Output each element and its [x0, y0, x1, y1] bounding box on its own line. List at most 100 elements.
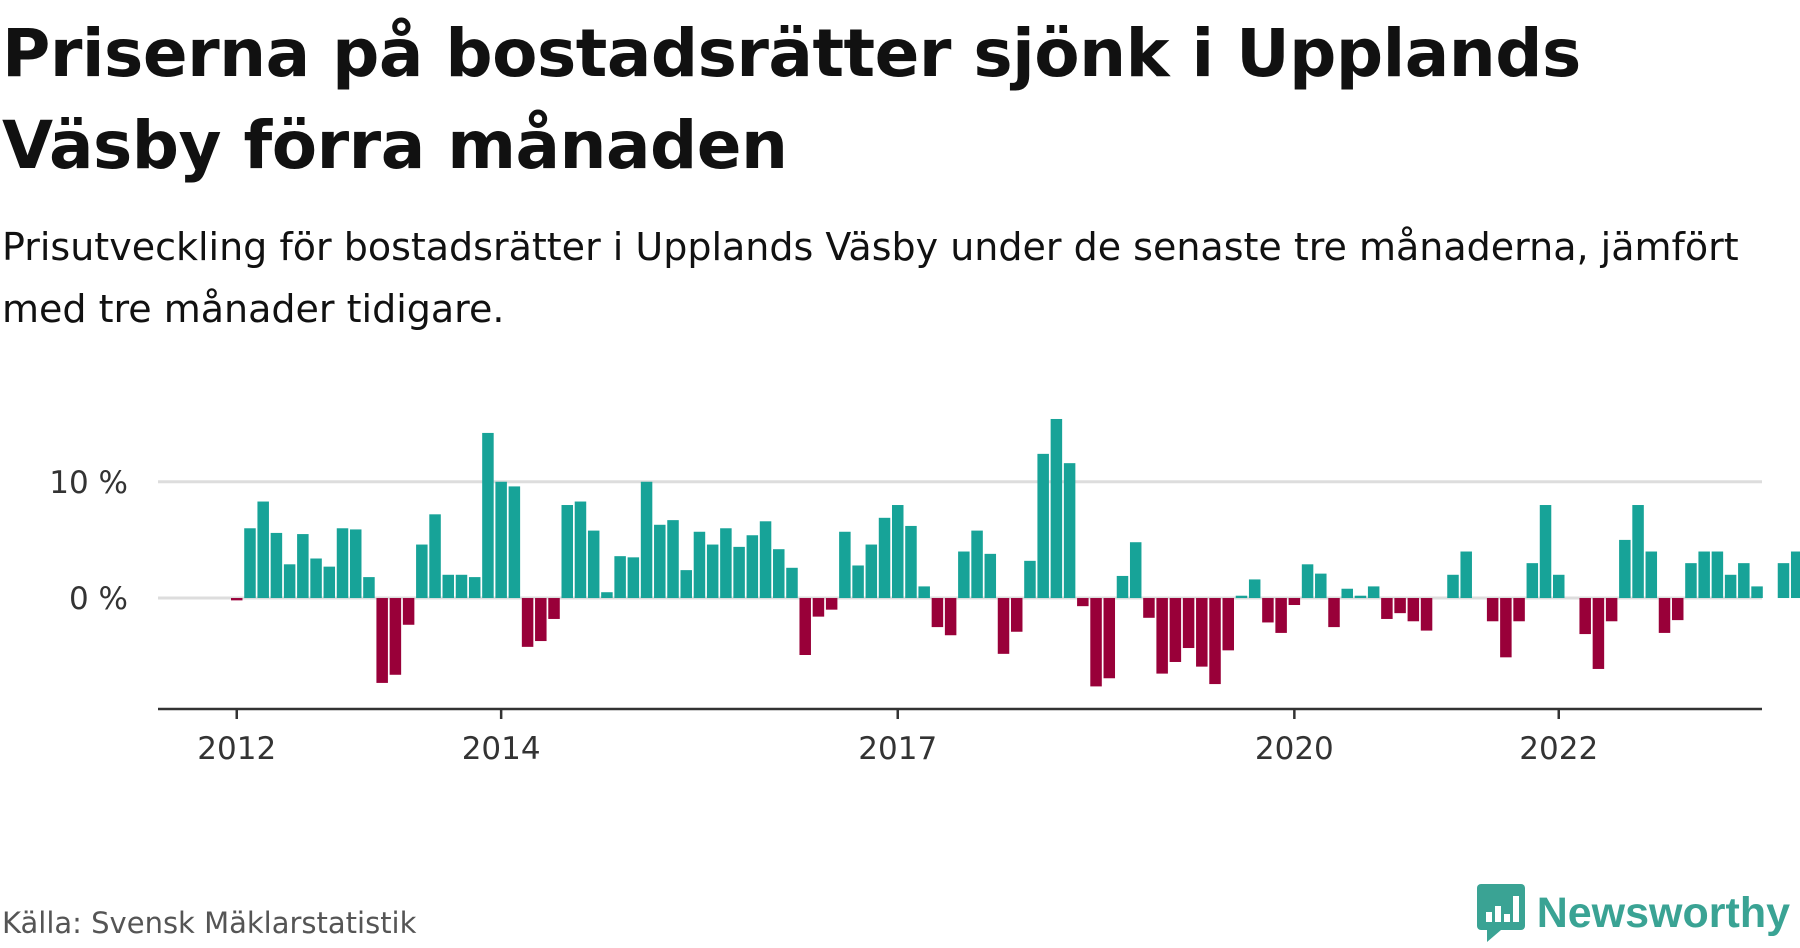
brand-name: Newsworthy — [1536, 888, 1790, 937]
bar — [706, 544, 719, 599]
bar — [1367, 586, 1380, 599]
bar — [442, 574, 455, 599]
bar — [521, 598, 534, 647]
source-note: Källa: Svensk Mäklarstatistik — [2, 906, 417, 940]
bar — [799, 598, 811, 655]
bar — [720, 528, 732, 599]
bar — [825, 598, 838, 610]
bar — [892, 505, 904, 599]
bar — [1156, 598, 1168, 674]
bar — [1010, 598, 1023, 632]
bar — [495, 481, 507, 599]
bar — [416, 544, 428, 599]
y-tick-label: 10 % — [49, 465, 128, 501]
bar — [944, 598, 957, 636]
x-axis — [158, 707, 1762, 719]
bar — [1341, 588, 1353, 599]
bar — [1632, 505, 1644, 599]
bar-chart-speech-bubble-icon — [1476, 884, 1525, 942]
bar — [1579, 598, 1591, 635]
bar — [839, 531, 851, 599]
x-tick-label: 2017 — [858, 731, 937, 767]
bar — [561, 505, 573, 599]
bar — [667, 520, 679, 599]
bar — [1143, 598, 1155, 618]
bar — [231, 598, 243, 601]
bar — [1315, 573, 1327, 599]
bar — [548, 598, 560, 619]
bar — [1711, 551, 1724, 599]
bar — [759, 521, 772, 599]
bar — [1553, 574, 1565, 599]
bar — [1248, 579, 1261, 599]
y-tick-label: 0 % — [69, 581, 128, 617]
bar — [1698, 551, 1710, 599]
bar — [1513, 598, 1525, 622]
bar — [1407, 598, 1420, 622]
bar — [958, 551, 970, 599]
bar — [336, 528, 349, 599]
bar — [402, 598, 415, 625]
bar — [1182, 598, 1195, 649]
bar — [1169, 598, 1182, 662]
bar — [931, 598, 944, 628]
bar — [905, 525, 917, 599]
bar — [297, 534, 309, 599]
bar — [508, 486, 521, 599]
bar — [535, 598, 547, 642]
bar — [376, 598, 388, 683]
bar — [878, 517, 891, 599]
chart-title: Priserna på bostadsrätter sjönk i Upplan… — [2, 15, 1581, 184]
bars — [231, 418, 1800, 687]
bar — [773, 549, 785, 599]
bar — [1500, 598, 1512, 658]
bar — [1420, 598, 1433, 631]
bar — [1751, 586, 1763, 599]
x-tick-label: 2022 — [1519, 731, 1598, 767]
bar — [1394, 598, 1406, 614]
bar — [654, 524, 666, 599]
bar — [1077, 598, 1089, 607]
bar — [244, 528, 256, 599]
bar — [852, 565, 864, 599]
bar — [1196, 598, 1208, 667]
bar — [680, 570, 692, 599]
bar — [1222, 598, 1234, 651]
bar — [693, 531, 706, 599]
bar — [1486, 598, 1499, 622]
x-tick-label: 2014 — [462, 731, 541, 767]
bar — [812, 598, 825, 617]
bar — [1671, 598, 1684, 621]
bar — [468, 577, 481, 599]
bar — [1460, 551, 1472, 599]
bar — [1790, 551, 1800, 599]
x-tick-label: 2012 — [197, 731, 276, 767]
bar — [1116, 575, 1129, 599]
bar — [997, 598, 1010, 654]
brand-logo: Newsworthy — [1476, 884, 1790, 942]
bar — [614, 556, 626, 599]
bar — [257, 501, 269, 599]
bar — [1328, 598, 1340, 628]
bar — [640, 481, 653, 599]
bar — [1024, 560, 1036, 599]
bar — [1685, 563, 1697, 599]
bar — [270, 532, 283, 599]
bar — [310, 558, 322, 599]
bar — [1738, 563, 1750, 599]
bar — [1526, 563, 1539, 599]
bar — [1063, 463, 1076, 599]
bar — [349, 529, 362, 599]
bar — [1447, 574, 1459, 599]
bar — [587, 530, 600, 599]
bar — [1209, 598, 1221, 685]
bar — [1539, 505, 1552, 599]
bar — [574, 501, 587, 599]
bar — [363, 577, 375, 599]
bar — [627, 557, 640, 599]
bar — [1129, 542, 1142, 599]
bar — [1724, 574, 1737, 599]
bar — [1301, 564, 1314, 599]
